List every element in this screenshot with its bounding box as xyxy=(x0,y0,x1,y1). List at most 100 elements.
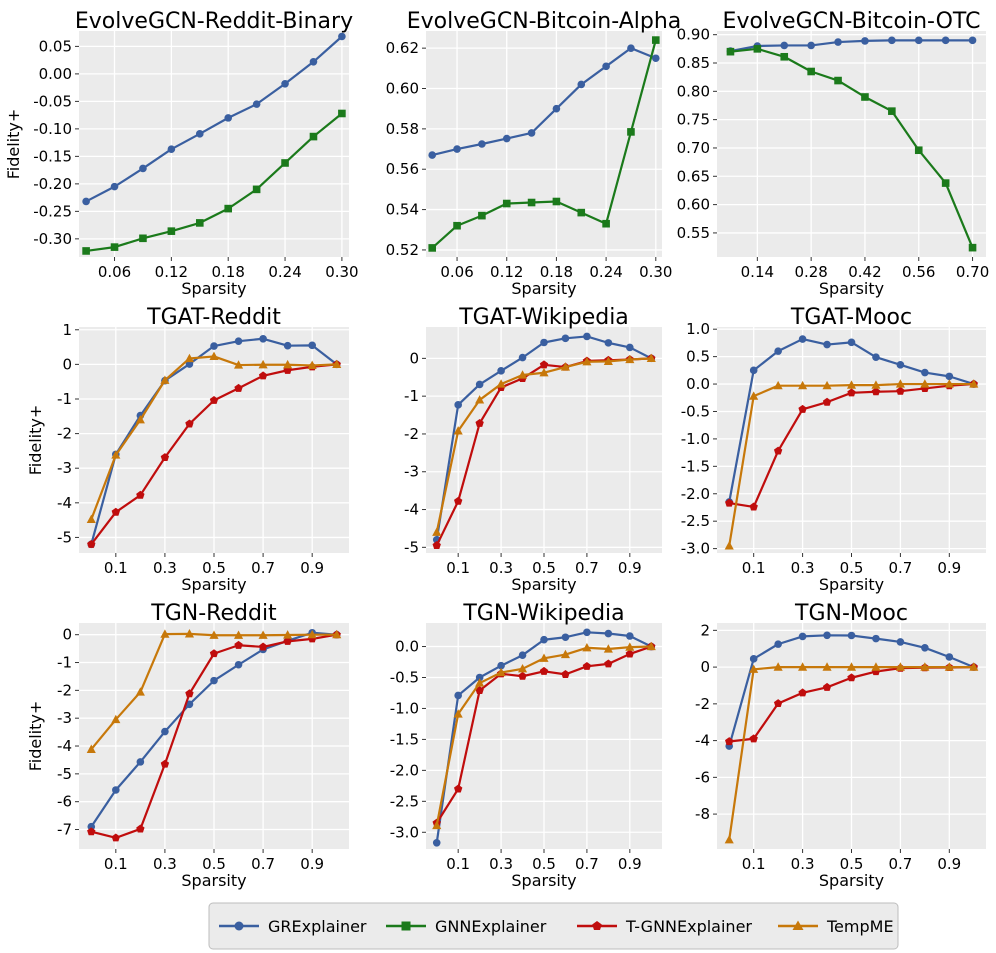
data-point-tempme xyxy=(209,630,219,639)
x-axis-label: Sparsity xyxy=(819,279,884,298)
x-axis-label: Sparsity xyxy=(511,575,576,594)
data-point-grexplainer xyxy=(139,164,147,173)
y-tick-label: 0 xyxy=(62,626,72,644)
series-t-gnnexplainer xyxy=(87,359,341,548)
data-point-t-gnnexplainer xyxy=(432,541,441,549)
y-tick-label: -8 xyxy=(695,805,710,823)
data-point-t-gnnexplainer xyxy=(111,507,120,516)
data-point-tempme xyxy=(184,353,195,363)
x-tick-label: 0.14 xyxy=(741,263,774,281)
data-point-grexplainer xyxy=(281,79,289,88)
data-point-grexplainer xyxy=(309,57,318,66)
data-point-t-gnnexplainer xyxy=(539,666,549,675)
chart-tgat-reddit: -5 -4 -3 -2 -1 0 1 0.1 0.3 0.5 0.7 0.9 TGAT-Reddit Sp… xyxy=(26,305,349,594)
data-point-t-gnnexplainer xyxy=(749,734,758,743)
data-point-grexplainer xyxy=(823,631,831,640)
data-point-grexplainer xyxy=(627,44,635,52)
x-axis-label: Sparsity xyxy=(181,871,246,890)
y-axis-label: Fidelity+ xyxy=(26,701,45,772)
y-tick-label: 0.56 xyxy=(386,160,419,178)
chart-tgn-wikipedia: -3.0 -2.5 -2.0 -1.5 -1.0 -0.5 0.0 0.1 0.3 0.5 0.7 0… xyxy=(390,601,662,890)
y-tick-label: 0.0 xyxy=(395,638,419,656)
data-point-tempme xyxy=(539,367,549,377)
y-tick-label: -4 xyxy=(57,737,72,755)
data-point-gnnexplainer xyxy=(478,211,486,220)
data-point-t-gnnexplainer xyxy=(475,686,484,695)
chart-title: TGAT-Wikipedia xyxy=(458,305,629,330)
x-tick-label: 0.30 xyxy=(639,263,672,281)
data-point-t-gnnexplainer xyxy=(160,759,170,768)
x-tick-label: 0.9 xyxy=(618,855,642,873)
chart-tgn-mooc: -8 -6 -4 -2 0 2 0.1 0.3 0.5 0.7 0.9 TGN-Mooc Sparsit… xyxy=(695,601,986,890)
y-tick-label: -7 xyxy=(57,821,72,839)
y-tick-label: 0 xyxy=(62,355,72,373)
data-point-t-gnnexplainer xyxy=(185,689,194,698)
data-point-grexplainer xyxy=(497,661,505,670)
y-tick-label: -3.0 xyxy=(681,540,710,558)
data-point-gnnexplainer xyxy=(753,45,762,53)
y-tick-label: -5 xyxy=(57,528,72,546)
data-point-tempme xyxy=(871,662,881,671)
series-tempme xyxy=(86,351,342,524)
data-point-t-gnnexplainer xyxy=(773,446,783,455)
data-point-t-gnnexplainer xyxy=(87,827,96,836)
data-point-t-gnnexplainer xyxy=(539,360,549,369)
x-tick-label: 0.1 xyxy=(104,855,128,873)
y-tick-label: 0 xyxy=(700,658,710,676)
data-point-t-gnnexplainer xyxy=(773,699,783,708)
data-point-grexplainer xyxy=(945,653,954,661)
data-point-tempme xyxy=(496,379,506,388)
data-point-tempme xyxy=(646,641,656,651)
series-line-gnnexplainer xyxy=(730,47,974,249)
series-tempme xyxy=(432,353,656,536)
data-point-grexplainer xyxy=(478,140,486,148)
x-tick-label: 0.1 xyxy=(446,855,470,873)
y-tick-label: -2 xyxy=(57,681,72,699)
data-point-tempme xyxy=(798,380,808,390)
data-point-tempme xyxy=(332,629,342,639)
legend-item-grexplainer: GRExplainer xyxy=(219,917,367,936)
data-point-t-gnnexplainer xyxy=(209,649,219,658)
chart-title: EvolveGCN-Bitcoin-Alpha xyxy=(407,9,682,34)
data-point-grexplainer xyxy=(798,335,807,343)
data-point-gnnexplainer xyxy=(527,198,536,207)
series-tempme xyxy=(432,641,656,830)
x-tick-label: 0.06 xyxy=(440,263,473,281)
legend-label-gnnexplainer: GNNExplainer xyxy=(435,917,547,936)
series-line-grexplainer xyxy=(730,39,973,53)
data-point-tempme xyxy=(895,379,905,388)
chart-tgat-wikipedia: -5 -4 -3 -2 -1 0 0.1 0.3 0.5 0.7 0.9 TGAT-Wikipedia… xyxy=(404,305,662,594)
data-point-grexplainer xyxy=(252,100,261,108)
data-point-gnnexplainer xyxy=(780,52,789,61)
data-point-grexplainer xyxy=(749,655,758,663)
data-point-tempme xyxy=(307,360,317,370)
data-point-grexplainer xyxy=(626,632,634,640)
y-tick-label: 0.62 xyxy=(386,39,419,57)
data-point-t-gnnexplainer xyxy=(283,636,292,645)
chart-title: TGN-Mooc xyxy=(794,601,908,626)
data-point-tempme xyxy=(625,642,635,651)
data-point-tempme xyxy=(944,662,954,671)
series-grexplainer xyxy=(428,44,660,159)
data-point-tempme xyxy=(846,662,857,671)
data-point-t-gnnexplainer xyxy=(258,371,268,380)
y-tick-label: 0.52 xyxy=(386,241,419,259)
data-point-grexplainer xyxy=(497,367,505,375)
data-point-grexplainer xyxy=(604,339,613,347)
data-point-tempme xyxy=(453,709,463,718)
y-tick-label: -1.0 xyxy=(681,430,710,448)
x-tick-label: 0.3 xyxy=(791,855,815,873)
y-tick-label: -3 xyxy=(404,463,419,481)
legend-label-t-gnnexplainer: T-GNNExplainer xyxy=(625,917,752,936)
legend: GRExplainer GNNExplainer T-GNNExplainer … xyxy=(208,902,899,950)
series-grexplainer xyxy=(82,32,346,206)
x-tick-label: 0.12 xyxy=(490,263,523,281)
y-tick-label: -1.5 xyxy=(681,457,710,475)
y-tick-label: -0.5 xyxy=(681,402,710,420)
chart-title: EvolveGCN-Reddit-Binary xyxy=(75,9,353,34)
x-tick-label: 0.5 xyxy=(202,855,226,873)
data-point-tempme xyxy=(920,662,930,671)
data-point-t-gnnexplainer xyxy=(749,502,758,511)
chart-evolvegcn-reddit-binary: -0.30 -0.25 -0.20 -0.15 -0.10 -0.05 0.00 0.05 0.… xyxy=(4,9,359,298)
series-line-grexplainer xyxy=(85,35,343,203)
